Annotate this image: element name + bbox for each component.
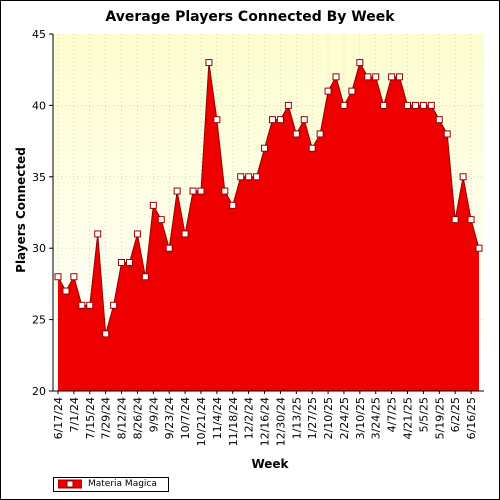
x-tick-label: 10/21/24 <box>195 397 208 446</box>
data-point-marker <box>149 201 157 209</box>
x-tick-label: 2/24/25 <box>338 397 351 439</box>
data-point-marker <box>348 87 356 95</box>
x-tick-label: 9/23/24 <box>163 397 176 439</box>
x-tick-label: 4/21/25 <box>402 397 415 439</box>
data-point-marker <box>165 244 173 252</box>
data-point-marker <box>221 187 229 195</box>
data-point-marker <box>380 101 388 109</box>
data-point-marker <box>189 187 197 195</box>
x-tick-label: 7/29/24 <box>100 397 113 439</box>
x-tick-label: 12/16/24 <box>259 397 272 446</box>
x-tick-label: 3/10/25 <box>354 397 367 439</box>
data-point-marker <box>94 230 102 238</box>
chart-title: Average Players Connected By Week <box>105 9 395 25</box>
data-point-marker <box>70 273 78 281</box>
data-point-marker <box>62 287 70 295</box>
data-point-marker <box>308 144 316 152</box>
data-point-marker <box>451 216 459 224</box>
data-point-marker <box>324 87 332 95</box>
series-markers <box>54 59 483 338</box>
data-point-marker <box>173 187 181 195</box>
series-area <box>58 62 479 392</box>
data-point-marker <box>78 301 86 309</box>
y-tick-label: 20 <box>32 385 46 398</box>
x-tick-label: 12/30/24 <box>274 397 287 446</box>
y-tick-label: 35 <box>32 171 46 184</box>
data-point-marker <box>54 273 62 281</box>
axes <box>52 34 484 392</box>
data-point-marker <box>332 73 340 81</box>
x-tick-label: 12/2/24 <box>243 397 256 439</box>
legend: Materia Magica <box>53 477 169 492</box>
data-point-marker <box>118 258 126 266</box>
y-tick-label: 25 <box>32 314 46 327</box>
data-point-marker <box>419 101 427 109</box>
x-tick-label: 6/2/25 <box>449 397 462 432</box>
data-point-marker <box>364 73 372 81</box>
data-point-marker <box>229 201 237 209</box>
x-tick-label: 1/13/25 <box>290 397 303 439</box>
x-tick-label: 6/16/25 <box>465 397 478 439</box>
data-point-marker <box>268 116 276 124</box>
x-tick-label: 7/15/24 <box>84 397 97 439</box>
data-point-marker <box>340 101 348 109</box>
data-point-marker <box>197 187 205 195</box>
x-tick-label: 2/10/25 <box>322 397 335 439</box>
data-point-marker <box>475 244 483 252</box>
data-point-marker <box>467 216 475 224</box>
y-tick-label: 30 <box>32 242 46 255</box>
data-point-marker <box>125 258 133 266</box>
data-point-marker <box>316 130 324 138</box>
data-point-marker <box>110 301 118 309</box>
x-tick-label: 9/9/24 <box>147 397 160 432</box>
data-point-marker <box>133 230 141 238</box>
data-point-marker <box>300 116 308 124</box>
data-point-marker <box>443 130 451 138</box>
data-point-marker <box>205 59 213 67</box>
data-point-marker <box>181 230 189 238</box>
data-point-marker <box>157 216 165 224</box>
x-tick-label: 5/5/25 <box>417 397 430 432</box>
data-point-marker <box>388 73 396 81</box>
x-tick-label: 7/1/24 <box>68 397 81 432</box>
x-tick-label: 11/4/24 <box>211 397 224 439</box>
x-tick-label: 11/18/24 <box>227 397 240 446</box>
data-point-marker <box>372 73 380 81</box>
y-tick-labels: 20 25 30 35 40 45 <box>32 28 53 398</box>
data-point-marker <box>245 173 253 181</box>
data-point-marker <box>141 273 149 281</box>
data-point-marker <box>213 116 221 124</box>
data-point-marker <box>102 330 110 338</box>
data-point-marker <box>356 59 364 67</box>
x-tick-label: 5/19/25 <box>433 397 446 439</box>
data-point-marker <box>261 144 269 152</box>
data-point-marker <box>253 173 261 181</box>
data-point-marker <box>276 116 284 124</box>
data-point-marker <box>284 101 292 109</box>
x-tick-label: 4/7/25 <box>386 397 399 432</box>
x-tick-label: 3/24/25 <box>370 397 383 439</box>
data-point-marker <box>237 173 245 181</box>
data-point-marker <box>435 116 443 124</box>
x-axis-label: Week <box>251 457 289 471</box>
data-point-marker <box>411 101 419 109</box>
y-tick-label: 40 <box>32 99 46 112</box>
y-tick-label: 45 <box>32 28 46 41</box>
x-tick-label: 10/7/24 <box>179 397 192 439</box>
x-tick-label: 8/12/24 <box>116 397 129 439</box>
legend-swatch <box>58 479 82 489</box>
data-point-marker <box>86 301 94 309</box>
data-point-marker <box>396 73 404 81</box>
data-point-marker <box>459 173 467 181</box>
legend-label: Materia Magica <box>88 479 157 489</box>
data-point-marker <box>427 101 435 109</box>
x-tick-label: 1/27/25 <box>306 397 319 439</box>
data-point-marker <box>292 130 300 138</box>
x-tick-label: 8/26/24 <box>131 397 144 439</box>
x-tick-labels: 6/17/24 7/1/24 7/15/24 7/29/24 8/12/24 8/26/2… <box>52 391 478 446</box>
data-point-marker <box>404 101 412 109</box>
x-tick-label: 6/17/24 <box>52 397 65 439</box>
